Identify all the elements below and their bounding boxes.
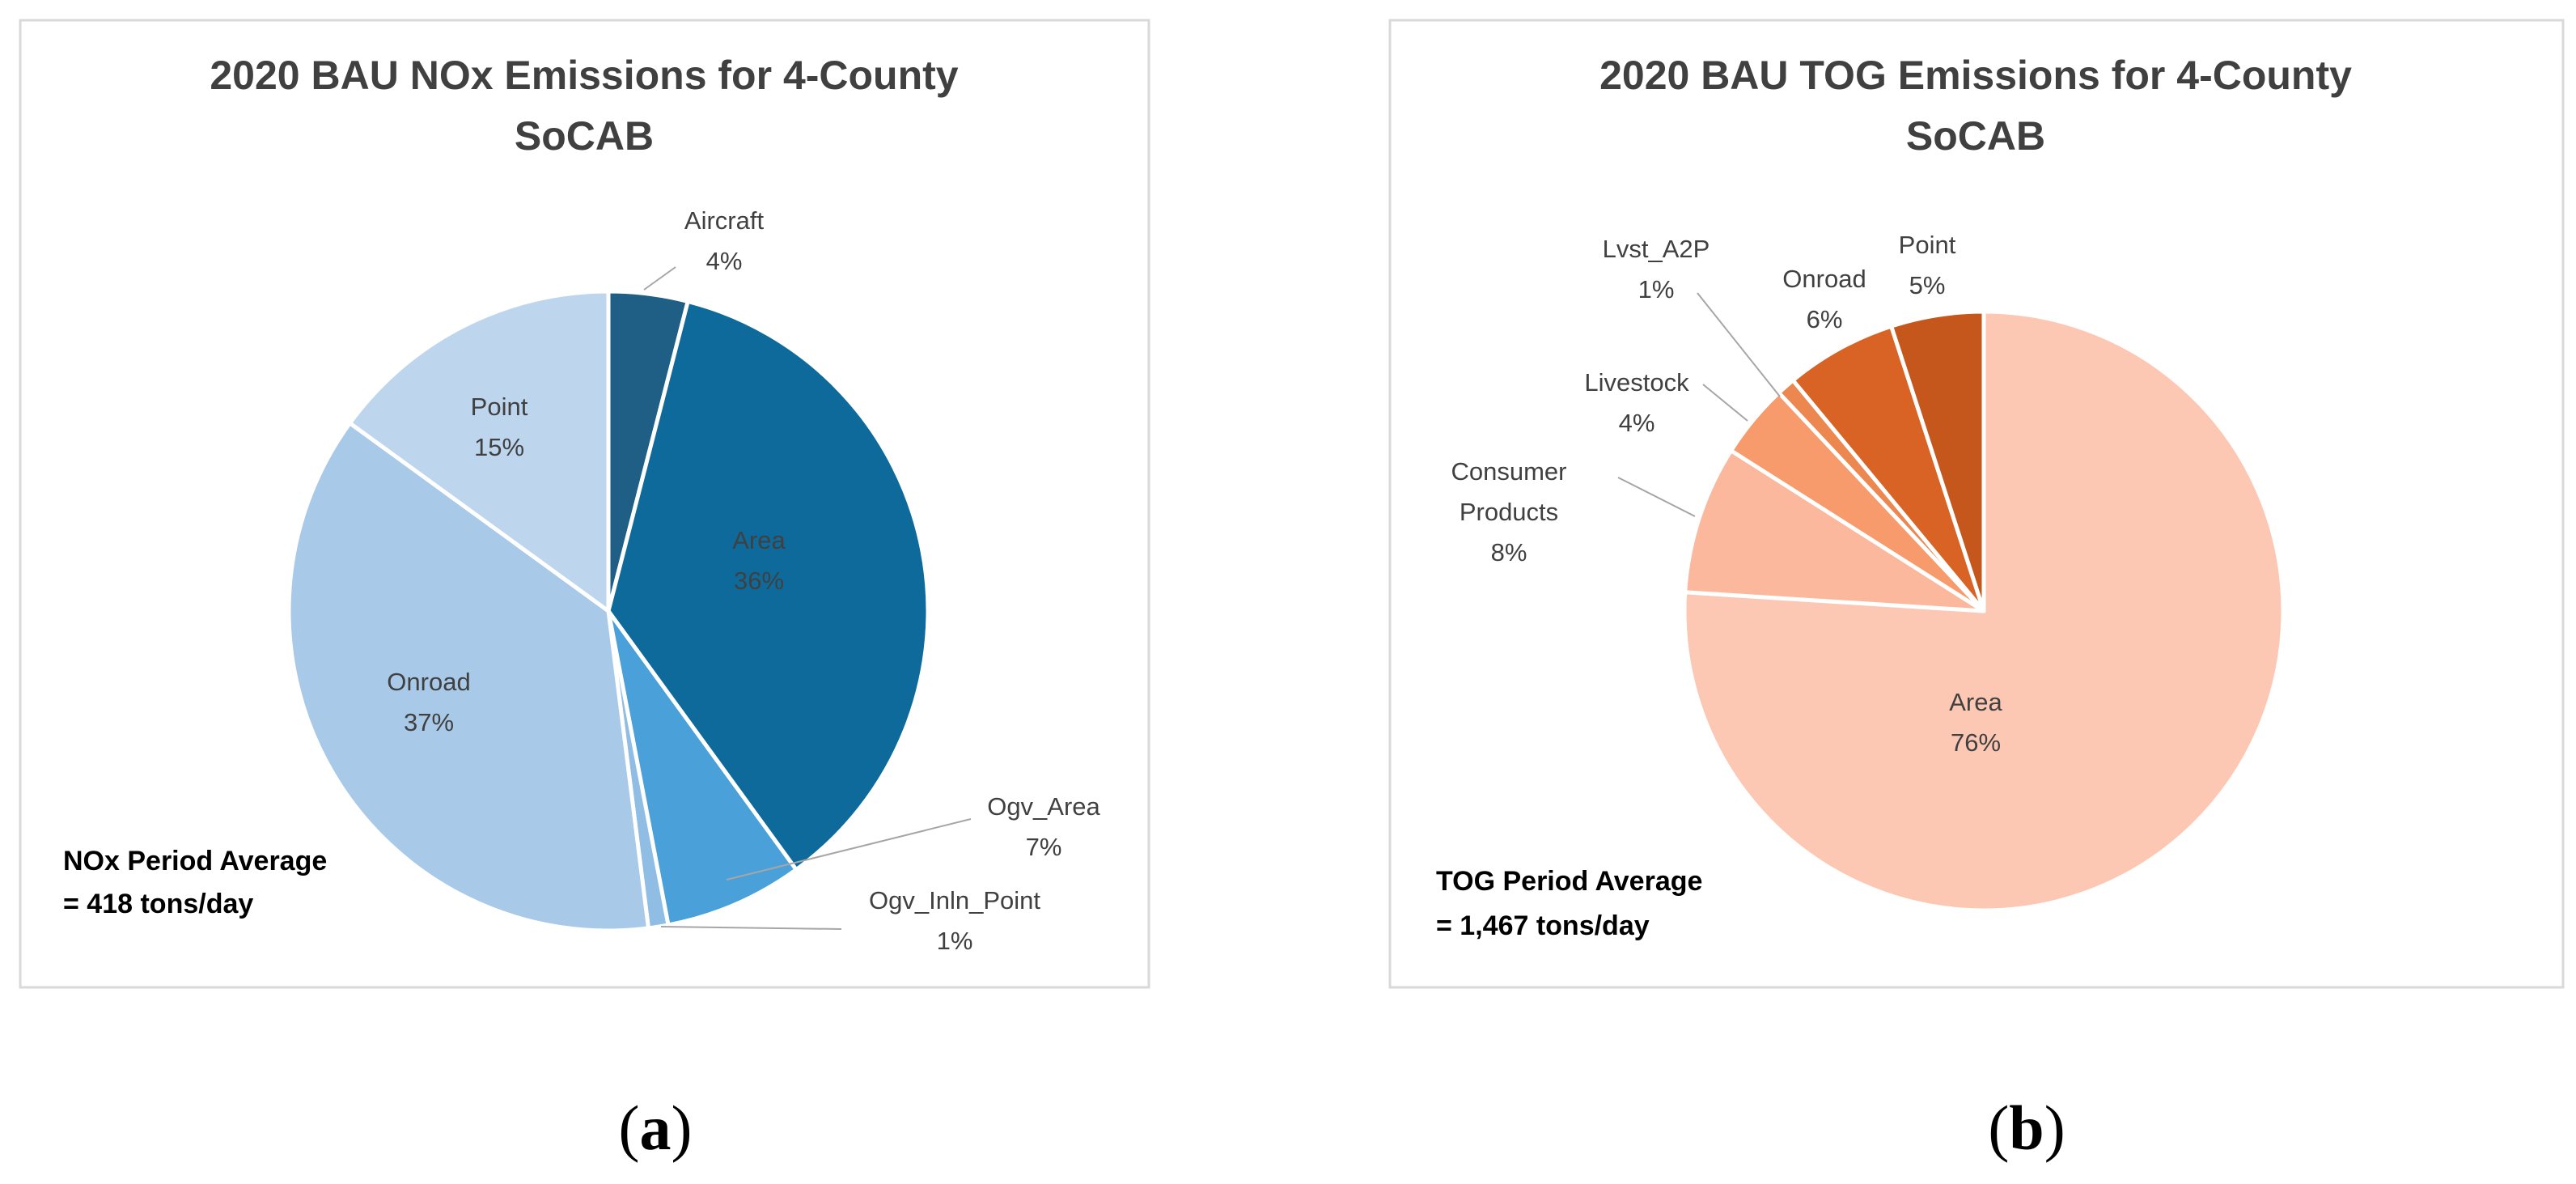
- nox-label-ogv-inln-point-pct: 1%: [937, 927, 973, 955]
- nox-leader-aircraft: [643, 266, 676, 291]
- nox-label-aircraft-name: Aircraft: [684, 206, 765, 235]
- tog-leader-lines: [1617, 292, 1781, 517]
- tog-chart-title-line-2: SoCAB: [1906, 113, 2045, 159]
- nox-label-onroad-pct: 37%: [404, 708, 454, 736]
- tog-label-livestock-name: Livestock: [1584, 368, 1689, 397]
- tog-label-lvst-a2p-name: Lvst_A2P: [1603, 235, 1710, 263]
- tog-pie-slices: [1682, 309, 2286, 913]
- nox-slice-onroad: [286, 421, 651, 933]
- tog-slice-onroad: [1790, 324, 1986, 613]
- nox-pie-chart: 2020 BAU NOx Emissions for 4-County SoCA…: [19, 19, 1150, 989]
- nox-label-ogv-area-name: Ogv_Area: [987, 792, 1100, 821]
- tog-label-livestock-pct: 4%: [1619, 409, 1655, 437]
- tog-chart-title-line-1: 2020 BAU TOG Emissions for 4-County: [1599, 53, 2352, 98]
- tog-pie-chart: 2020 BAU TOG Emissions for 4-County SoCA…: [1388, 19, 2565, 989]
- nox-period-average-value: = 418 tons/day: [63, 889, 253, 919]
- nox-label-area-name: Area: [732, 526, 786, 554]
- nox-slice-point: [347, 289, 611, 613]
- tog-label-onroad-name: Onroad: [1782, 265, 1866, 293]
- tog-label-consumer-products-pct: 8%: [1491, 538, 1527, 567]
- nox-label-point-pct: 15%: [474, 433, 524, 461]
- tog-label-consumer-products-name-line-2: Products: [1460, 498, 1558, 526]
- nox-pie-slices: [286, 289, 930, 933]
- caption-b: (b): [1988, 1093, 2065, 1163]
- caption-a: (a): [619, 1093, 693, 1163]
- tog-leader-livestock: [1702, 384, 1748, 422]
- caption-a-letter: a: [640, 1093, 672, 1163]
- tog-label-lvst-a2p-pct: 1%: [1638, 275, 1675, 303]
- tog-label-consumer-products-name-line-1: Consumer: [1451, 457, 1567, 486]
- tog-period-average-value: = 1,467 tons/day: [1436, 910, 1650, 941]
- nox-label-ogv-area-pct: 7%: [1026, 833, 1062, 861]
- nox-leader-ogv-area: [726, 818, 972, 881]
- nox-leader-lines: [643, 266, 972, 930]
- nox-period-average-label: NOx Period Average: [63, 846, 327, 876]
- nox-label-aircraft-pct: 4%: [706, 247, 743, 275]
- caption-b-letter: b: [2009, 1093, 2044, 1163]
- nox-chart-title-line-2: SoCAB: [515, 113, 654, 159]
- nox-leader-ogv-inln-point: [660, 926, 842, 930]
- tog-label-area-name: Area: [1949, 688, 2002, 716]
- tog-period-average-label: TOG Period Average: [1436, 866, 1702, 897]
- svg-text:(a): (a): [619, 1093, 693, 1163]
- nox-slice-area: [606, 299, 930, 872]
- tog-slice-point: [1889, 309, 1986, 613]
- nox-label-point-name: Point: [471, 393, 528, 421]
- nox-label-onroad-name: Onroad: [387, 668, 470, 696]
- tog-slice-consumer-products: [1683, 448, 1986, 613]
- nox-chart-title-line-1: 2020 BAU NOx Emissions for 4-County: [210, 53, 958, 98]
- svg-text:(b): (b): [1988, 1093, 2065, 1163]
- tog-leader-lvst-a2p: [1697, 292, 1781, 397]
- nox-label-ogv-inln-point-name: Ogv_Inln_Point: [869, 886, 1040, 915]
- tog-label-onroad-pct: 6%: [1807, 305, 1843, 333]
- nox-label-area-pct: 36%: [734, 567, 784, 595]
- tog-label-point-name: Point: [1899, 231, 1956, 259]
- tog-label-point-pct: 5%: [1909, 271, 1946, 299]
- tog-leader-consumer-products: [1617, 477, 1696, 517]
- tog-label-area-pct: 76%: [1951, 728, 2001, 757]
